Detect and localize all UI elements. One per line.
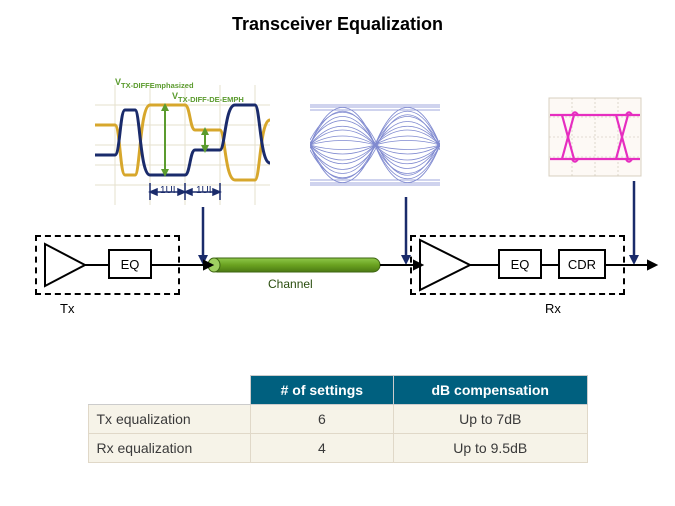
- th-settings: # of settings: [250, 376, 393, 405]
- row-label: Tx equalization: [88, 405, 250, 434]
- table-row: Tx equalization 6 Up to 7dB: [88, 405, 587, 434]
- diagram-stage: VTX-DIFFEmphasized VTX-DIFF-DE-EMPH 1UI …: [0, 35, 675, 335]
- cell: Up to 9.5dB: [393, 434, 587, 463]
- cell: Up to 7dB: [393, 405, 587, 434]
- row-label: Rx equalization: [88, 434, 250, 463]
- signal-wires: [0, 35, 675, 335]
- th-blank: [88, 376, 250, 405]
- table-row: Rx equalization 4 Up to 9.5dB: [88, 434, 587, 463]
- cell: 6: [250, 405, 393, 434]
- eq-table: # of settings dB compensation Tx equaliz…: [88, 375, 588, 463]
- table-header-row: # of settings dB compensation: [88, 376, 587, 405]
- th-dbcomp: dB compensation: [393, 376, 587, 405]
- cell: 4: [250, 434, 393, 463]
- page-title: Transceiver Equalization: [0, 0, 675, 35]
